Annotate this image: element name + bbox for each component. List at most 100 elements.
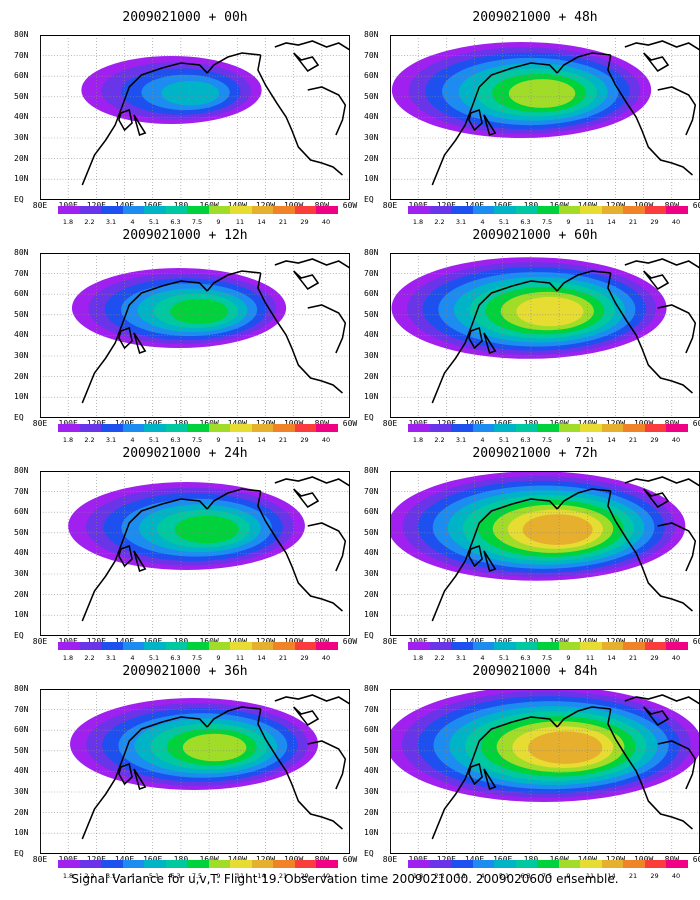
colorbar-label: 40: [321, 218, 331, 226]
latitude-label: 60N: [364, 725, 379, 735]
colorbar-label: 40: [671, 872, 681, 880]
panel-title: 2009021000 + 48h: [472, 10, 598, 25]
colorbar-swatch: [122, 642, 144, 650]
colorbar-swatch: [58, 860, 80, 868]
colorbar-swatch: [580, 860, 602, 868]
colorbar-label: 40: [671, 436, 681, 444]
colorbar-swatch: [144, 424, 166, 432]
longitude-label: 180: [524, 419, 538, 428]
latitude-label: 60N: [14, 71, 29, 81]
longitude-label: 120E: [87, 201, 106, 210]
colorbar-label: 3.1: [105, 436, 117, 444]
colorbar-label: 4: [480, 654, 485, 662]
colorbar-label: 9: [566, 872, 571, 880]
variance-field: [391, 257, 667, 359]
variance-field: [70, 698, 319, 790]
latitude-label: EQ: [14, 848, 24, 858]
variance-contour: [182, 733, 247, 762]
latitude-label: 30N: [364, 351, 379, 360]
longitude-label: 140W: [228, 855, 247, 864]
colorbar-swatch: [208, 206, 230, 214]
colorbar-swatch: [101, 206, 123, 214]
colorbar-label: 3.1: [455, 218, 467, 226]
colorbar-label: 9: [216, 654, 221, 662]
longitude-label: 180: [174, 201, 188, 210]
latitude-label: 80N: [364, 30, 379, 39]
longitude-label: 60W: [692, 201, 700, 210]
longitude-label: 60W: [342, 419, 358, 428]
grid-lines: [40, 689, 350, 854]
longitude-label: 80W: [665, 419, 679, 428]
colorbar-swatch: [623, 642, 645, 650]
latitude-label: 20N: [364, 589, 379, 599]
map-canvas: [390, 253, 700, 418]
latitude-label: 30N: [364, 569, 379, 578]
latitude-label: 10N: [14, 392, 29, 402]
latitude-label: EQ: [364, 848, 374, 858]
colorbar-label: 5.1: [148, 218, 160, 226]
latitude-label: 50N: [14, 309, 29, 319]
colorbar-label: 5.1: [148, 872, 160, 880]
colorbar-label: 1.8: [412, 436, 424, 444]
variance-contour: [174, 515, 239, 544]
colorbar-label: 2.2: [84, 872, 95, 880]
panel-title: 2009021000 + 72h: [472, 446, 598, 461]
longitude-label: 100W: [284, 637, 303, 646]
longitude-label: 120W: [606, 201, 625, 210]
colorbar-swatch: [666, 424, 688, 432]
colorbar-label: 29: [650, 436, 659, 444]
colorbar-swatch: [558, 206, 580, 214]
colorbar-label: 29: [650, 654, 659, 662]
map-area: 80N 70N 60N 50N 40N 30N 20N 10N EQ 80E 100E 120E 140…: [364, 30, 700, 210]
latitude-label: 10N: [364, 174, 379, 184]
latitude-label: 50N: [364, 91, 379, 101]
colorbar-swatch: [580, 206, 602, 214]
colorbar-label: 4: [480, 436, 485, 444]
colorbar-swatch: [79, 642, 101, 650]
colorbar-label: 6.3: [520, 872, 531, 880]
colorbar-label: 40: [321, 872, 331, 880]
colorbar-swatch: [273, 860, 295, 868]
latitude-label: 80N: [14, 30, 29, 39]
colorbar-label: 5.1: [498, 872, 510, 880]
latitude-label: 50N: [14, 527, 29, 537]
colorbar-label: 14: [607, 436, 616, 444]
colorbar-label: 3.1: [105, 654, 117, 662]
latitude-label: 80N: [14, 248, 29, 257]
colorbar-label: 14: [607, 872, 616, 880]
longitude-label: 120W: [256, 637, 275, 646]
latitude-label: EQ: [364, 194, 374, 204]
longitude-label: 100E: [59, 419, 78, 428]
colorbar-swatch: [165, 206, 187, 214]
map-area: 80N 70N 60N 50N 40N 30N 20N 10N EQ 80E 100E 120E 140…: [364, 466, 700, 646]
colorbar-label: 6.3: [170, 436, 181, 444]
map-canvas: [40, 471, 350, 636]
longitude-label: 180: [174, 419, 188, 428]
colorbar-label: 11: [235, 872, 245, 880]
latitude-label: 10N: [364, 610, 379, 620]
latitude-label: 30N: [14, 569, 29, 578]
colorbar-label: 11: [235, 218, 245, 226]
colorbar-swatch: [537, 860, 559, 868]
longitude-label: 80E: [382, 855, 398, 864]
variance-contour: [508, 79, 576, 108]
latitude-label: 30N: [364, 133, 379, 142]
colorbar-label: 3.1: [455, 654, 467, 662]
longitude-label: 100W: [284, 201, 303, 210]
latitude-label: 40N: [14, 330, 29, 340]
latitude-label: 10N: [14, 610, 29, 620]
latitude-label: 70N: [14, 486, 29, 496]
colorbar-swatch: [408, 642, 430, 650]
colorbar-swatch: [316, 206, 338, 214]
colorbar-label: 29: [300, 436, 309, 444]
longitude-label: 80W: [315, 201, 329, 210]
panel-title: 2009021000 + 00h: [122, 10, 248, 25]
longitude-label: 80W: [665, 201, 679, 210]
colorbar-label: 21: [628, 436, 638, 444]
coastlines: [81, 476, 350, 622]
longitude-label: 160E: [143, 201, 162, 210]
colorbar-label: 1.8: [62, 218, 74, 226]
colorbar-label: 4: [130, 436, 135, 444]
latitude-label: 80N: [14, 466, 29, 475]
longitude-label: 80E: [382, 201, 398, 210]
